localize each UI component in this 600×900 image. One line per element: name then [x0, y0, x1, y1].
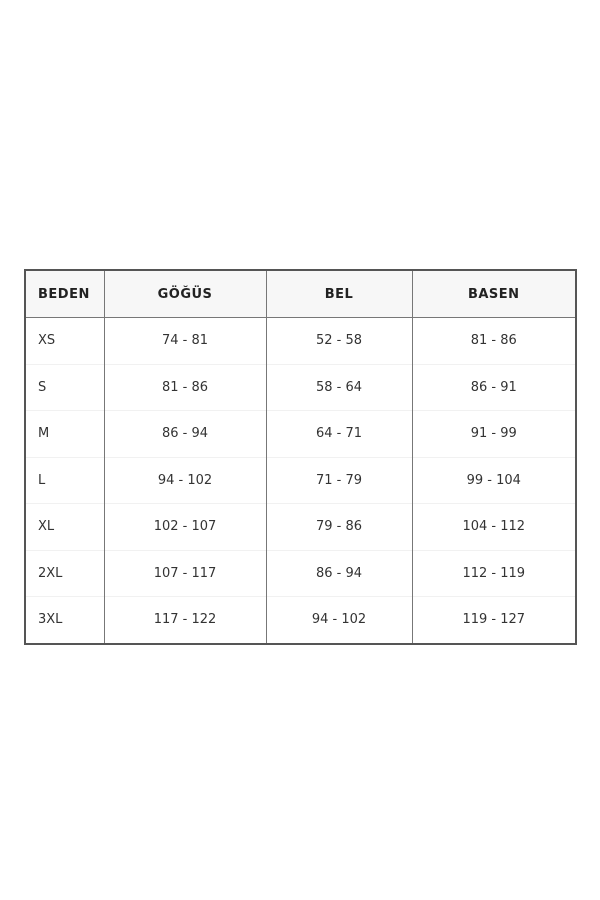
- size-chart-table: BEDEN GÖĞÜS BEL BASEN XS 74 - 81 52 - 58 81…: [24, 269, 577, 645]
- table-row: 2XL 107 - 117 86 - 94 112 - 119: [25, 549, 576, 597]
- cell-chest: 74 - 81: [103, 317, 266, 364]
- cell-hip: 104 - 112: [411, 503, 576, 550]
- cell-hip: 119 - 127: [411, 596, 576, 644]
- cell-size: M: [25, 410, 104, 457]
- table-row: 3XL 117 - 122 94 - 102 119 - 127: [25, 596, 576, 644]
- header-hip: BASEN: [411, 270, 576, 318]
- table-row: S 81 - 86 58 - 64 86 - 91: [25, 363, 576, 411]
- cell-waist: 86 - 94: [265, 549, 412, 597]
- cell-hip: 81 - 86: [411, 317, 576, 364]
- cell-chest: 86 - 94: [103, 410, 266, 457]
- cell-size: L: [25, 456, 104, 504]
- cell-waist: 94 - 102: [265, 596, 412, 644]
- cell-chest: 117 - 122: [103, 596, 266, 644]
- cell-hip: 112 - 119: [411, 549, 576, 597]
- cell-hip: 99 - 104: [411, 456, 576, 504]
- cell-waist: 71 - 79: [265, 456, 412, 504]
- header-chest: GÖĞÜS: [103, 270, 266, 318]
- cell-waist: 64 - 71: [265, 410, 412, 457]
- header-size: BEDEN: [25, 270, 104, 318]
- cell-hip: 91 - 99: [411, 410, 576, 457]
- cell-size: 2XL: [25, 549, 104, 597]
- cell-chest: 102 - 107: [103, 503, 266, 550]
- cell-chest: 81 - 86: [103, 363, 266, 411]
- table-row: XL 102 - 107 79 - 86 104 - 112: [25, 503, 576, 550]
- cell-chest: 94 - 102: [103, 456, 266, 504]
- cell-size: 3XL: [25, 596, 104, 644]
- cell-chest: 107 - 117: [103, 549, 266, 597]
- cell-size: S: [25, 363, 104, 411]
- cell-waist: 52 - 58: [265, 317, 412, 364]
- table-row: XS 74 - 81 52 - 58 81 - 86: [25, 317, 576, 364]
- header-row: BEDEN GÖĞÜS BEL BASEN: [25, 270, 576, 318]
- table-row: L 94 - 102 71 - 79 99 - 104: [25, 456, 576, 504]
- table-row: M 86 - 94 64 - 71 91 - 99: [25, 410, 576, 457]
- cell-waist: 79 - 86: [265, 503, 412, 550]
- cell-size: XS: [25, 317, 104, 364]
- cell-waist: 58 - 64: [265, 363, 412, 411]
- header-waist: BEL: [265, 270, 412, 318]
- cell-hip: 86 - 91: [411, 363, 576, 411]
- cell-size: XL: [25, 503, 104, 550]
